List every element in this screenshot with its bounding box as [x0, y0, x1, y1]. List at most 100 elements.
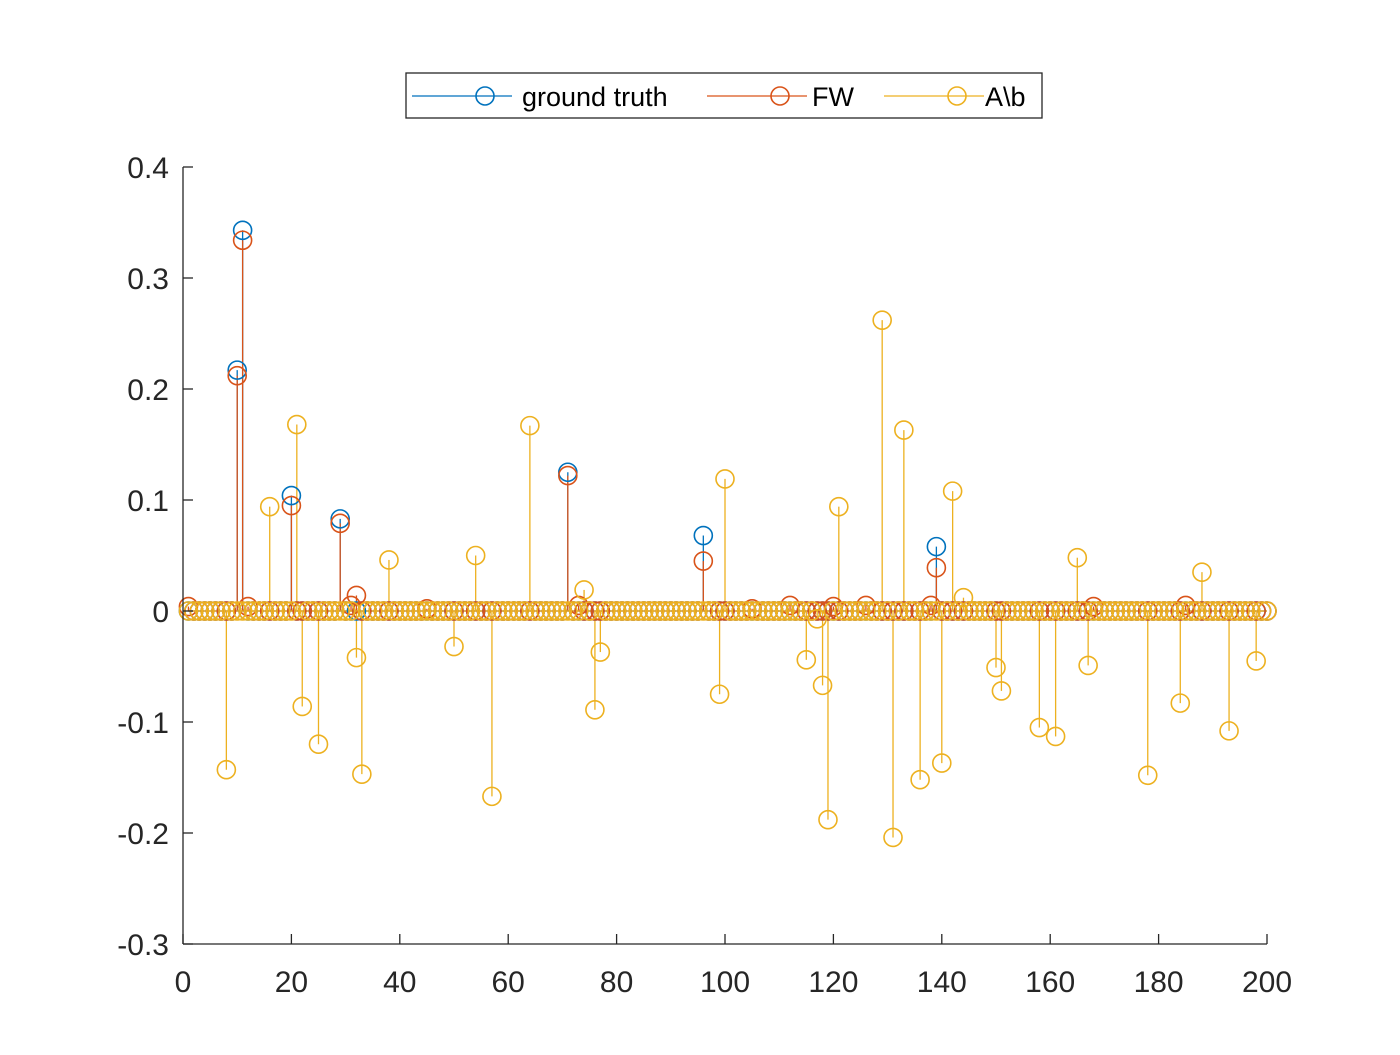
data-point-fw [818, 601, 838, 621]
data-point-a-b [389, 601, 410, 621]
data-point-a-b [1007, 601, 1028, 621]
data-point-a-b [379, 550, 399, 570]
data-point-a-b [422, 601, 443, 621]
data-point-fw [883, 601, 903, 621]
data-point-fw [232, 230, 253, 251]
data-point-a-b [1018, 601, 1039, 621]
data-point-a-b [975, 601, 995, 621]
y-tick-label: 0 [152, 596, 169, 629]
data-point-a-b [1230, 601, 1250, 621]
data-point-a-b [769, 601, 790, 621]
data-point-a-b [671, 601, 692, 621]
data-point-a-b [308, 734, 329, 755]
data-point-fw [894, 601, 914, 621]
data-point-a-b [438, 601, 459, 621]
data-point-a-b [644, 601, 665, 621]
data-point-a-b [200, 601, 220, 621]
data-point-a-b [1235, 601, 1256, 621]
data-point-a-b [1034, 601, 1055, 621]
data-point-a-b [585, 699, 605, 720]
data-point-a-b [850, 601, 871, 621]
legend-marker [947, 86, 967, 106]
data-point-a-b [221, 601, 242, 621]
data-point-fw [465, 601, 486, 621]
data-point-a-b [655, 601, 676, 621]
data-point-fw [227, 365, 247, 386]
data-point-a-b [991, 681, 1012, 701]
data-point-a-b [1213, 601, 1234, 621]
data-point-a-b [964, 601, 985, 621]
data-point-a-b [1121, 601, 1142, 621]
data-point-a-b [812, 675, 833, 696]
data-point-a-b [829, 496, 849, 517]
data-point-a-b [574, 580, 594, 600]
data-point-a-b [650, 601, 670, 621]
data-point-a-b [541, 601, 562, 621]
data-point-fw [308, 601, 329, 621]
data-point-fw [444, 601, 464, 621]
data-point-a-b [742, 601, 762, 621]
data-point-a-b [1197, 601, 1218, 621]
data-point-fw [931, 601, 952, 621]
data-point-a-b [682, 601, 703, 621]
data-point-a-b [373, 601, 394, 621]
data-point-a-b [726, 601, 746, 621]
data-point-a-b [520, 415, 540, 436]
data-point-a-b [1251, 601, 1272, 621]
data-point-a-b [563, 601, 584, 621]
data-point-a-b [525, 601, 546, 621]
data-point-a-b [579, 601, 600, 621]
data-point-a-b [330, 601, 350, 621]
data-point-a-b [205, 601, 226, 621]
y-tick-label: -0.1 [117, 707, 169, 740]
data-point-fw [693, 551, 714, 571]
data-point-a-b [1083, 601, 1104, 621]
data-point-a-b [628, 601, 649, 621]
y-tick-label: -0.2 [117, 818, 169, 851]
data-point-fw [330, 513, 350, 534]
data-point-fw [1246, 601, 1266, 621]
data-point-a-b [704, 601, 724, 621]
axes: 0 20 40 60 80 100 120 140 160 180 200 -0.3 -0.2 -0.1 0… [117, 152, 1292, 999]
data-point-a-b [590, 642, 611, 662]
data-point-a-b [1257, 601, 1277, 621]
data-point-fw [829, 601, 849, 621]
data-point-a-b [595, 601, 616, 621]
data-point-a-b [558, 601, 578, 621]
y-tick-label: 0.3 [127, 263, 169, 296]
data-point-fw [953, 601, 974, 621]
data-point-a-b [915, 601, 936, 621]
data-point-a-b [211, 601, 231, 621]
data-point-a-b [395, 601, 416, 621]
data-point-a-b [1143, 601, 1163, 621]
data-point-ground-truth [346, 601, 367, 621]
data-point-a-b [899, 601, 920, 621]
data-point-a-b [1056, 601, 1077, 621]
data-point-a-b [877, 601, 898, 621]
data-point-ground-truth [693, 525, 714, 546]
data-point-a-b [335, 601, 356, 621]
data-point-a-b [303, 601, 323, 621]
data-point-a-b [232, 601, 253, 621]
legend: ground truth FW A\b [405, 72, 1043, 119]
data-point-a-b [270, 601, 291, 621]
data-point-a-b [384, 601, 405, 621]
data-point-a-b [465, 545, 486, 566]
data-point-a-b [1002, 601, 1023, 621]
legend-label: ground truth [522, 82, 668, 112]
data-point-a-b [449, 601, 470, 621]
data-point-a-b [1246, 651, 1266, 671]
data-point-a-b [763, 601, 784, 621]
data-point-a-b [612, 601, 632, 621]
data-point-a-b [823, 601, 844, 621]
data-point-a-b [633, 601, 654, 621]
data-point-fw [574, 601, 594, 621]
x-tick-label: 80 [600, 966, 633, 999]
data-point-fw [709, 601, 730, 621]
data-point-a-b [455, 601, 475, 621]
data-point-a-b [1094, 601, 1115, 621]
data-point-fw [281, 495, 302, 516]
data-point-a-b [1192, 562, 1212, 582]
